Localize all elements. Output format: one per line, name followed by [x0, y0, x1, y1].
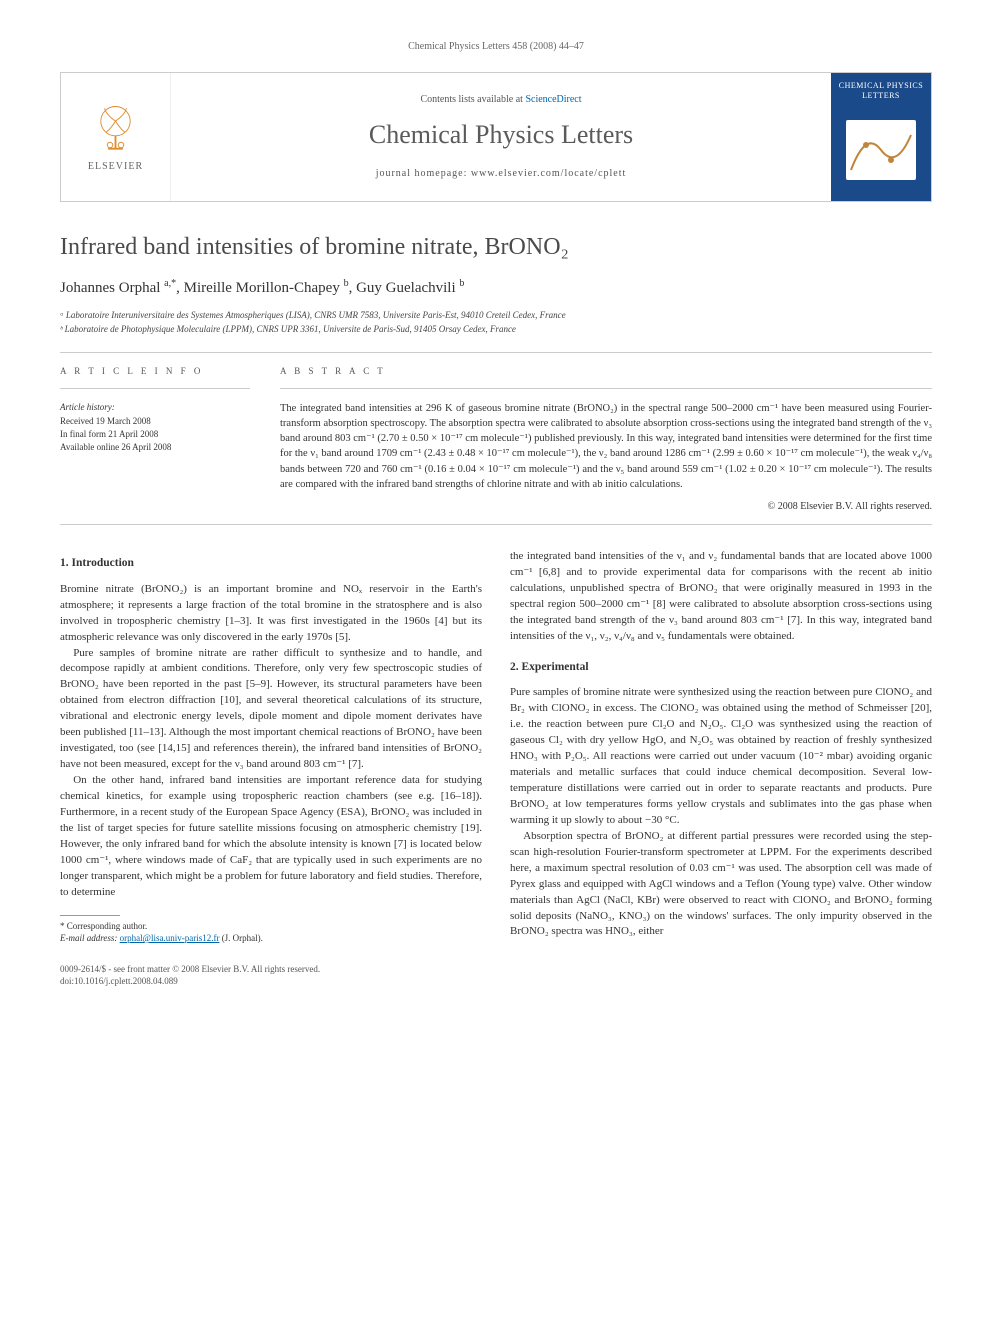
- online-date: Available online 26 April 2008: [60, 441, 250, 454]
- abstract-text: The integrated band intensities at 296 K…: [280, 401, 932, 492]
- section-2-heading: 2. Experimental: [510, 659, 932, 676]
- abstract-heading: A B S T R A C T: [280, 365, 932, 378]
- banner-center: Contents lists available at ScienceDirec…: [171, 73, 831, 201]
- cover-art-icon: [846, 120, 916, 180]
- corr-email-link[interactable]: orphal@lisa.univ-paris12.fr: [120, 933, 220, 943]
- corresponding-author-footnote: * Corresponding author. E-mail address: …: [60, 920, 482, 945]
- article-info-block: A R T I C L E I N F O Article history: R…: [60, 365, 250, 514]
- exp-p2: Absorption spectra of BrONO₂ at differen…: [510, 829, 932, 941]
- corr-label: * Corresponding author.: [60, 920, 482, 933]
- divider: [60, 352, 932, 353]
- elsevier-tree-icon: [88, 101, 143, 156]
- cover-title: CHEMICAL PHYSICS LETTERS: [835, 81, 927, 100]
- affiliation-b: ᵇ Laboratoire de Photophysique Moleculai…: [60, 323, 932, 337]
- publisher-logo-block: ELSEVIER: [61, 73, 171, 201]
- exp-p1: Pure samples of bromine nitrate were syn…: [510, 685, 932, 828]
- footer-left: 0009-2614/$ - see front matter © 2008 El…: [60, 963, 320, 988]
- corr-email-who: (J. Orphal).: [222, 933, 263, 943]
- history-label: Article history:: [60, 401, 250, 414]
- journal-cover-thumb: CHEMICAL PHYSICS LETTERS: [831, 73, 931, 201]
- body-two-columns: 1. Introduction Bromine nitrate (BrONO₂)…: [60, 549, 932, 945]
- footnote-rule: [60, 915, 120, 916]
- contents-prefix: Contents lists available at: [420, 94, 525, 105]
- abstract-copyright: © 2008 Elsevier B.V. All rights reserved…: [280, 500, 932, 514]
- publisher-name: ELSEVIER: [88, 160, 143, 174]
- intro-p3b: the integrated band intensities of the ν…: [510, 549, 932, 645]
- received-date: Received 19 March 2008: [60, 415, 250, 428]
- author-list: Johannes Orphal a,*, Mireille Morillon-C…: [60, 277, 932, 299]
- journal-homepage: journal homepage: www.elsevier.com/locat…: [376, 167, 627, 181]
- divider: [60, 388, 250, 389]
- email-label: E-mail address:: [60, 933, 117, 943]
- front-matter-line: 0009-2614/$ - see front matter © 2008 El…: [60, 963, 320, 976]
- info-abstract-row: A R T I C L E I N F O Article history: R…: [60, 365, 932, 514]
- divider: [280, 388, 932, 389]
- intro-p1: Bromine nitrate (BrONO₂) is an important…: [60, 582, 482, 646]
- abstract-block: A B S T R A C T The integrated band inte…: [280, 365, 932, 514]
- final-form-date: In final form 21 April 2008: [60, 428, 250, 441]
- article-title: Infrared band intensities of bromine nit…: [60, 232, 932, 263]
- intro-p3a: On the other hand, infrared band intensi…: [60, 773, 482, 901]
- page-footer: 0009-2614/$ - see front matter © 2008 El…: [60, 963, 932, 988]
- article-info-heading: A R T I C L E I N F O: [60, 365, 250, 378]
- sciencedirect-link[interactable]: ScienceDirect: [525, 94, 581, 105]
- journal-name: Chemical Physics Letters: [369, 117, 633, 153]
- running-header: Chemical Physics Letters 458 (2008) 44–4…: [60, 40, 932, 54]
- affiliation-a: ᵃ Laboratoire Interuniversitaire des Sys…: [60, 309, 932, 323]
- doi-line: doi:10.1016/j.cplett.2008.04.089: [60, 975, 320, 988]
- contents-available-line: Contents lists available at ScienceDirec…: [420, 93, 581, 107]
- divider: [60, 524, 932, 525]
- journal-banner: ELSEVIER Contents lists available at Sci…: [60, 72, 932, 202]
- section-1-heading: 1. Introduction: [60, 555, 482, 572]
- affiliations: ᵃ Laboratoire Interuniversitaire des Sys…: [60, 309, 932, 336]
- intro-p2: Pure samples of bromine nitrate are rath…: [60, 646, 482, 774]
